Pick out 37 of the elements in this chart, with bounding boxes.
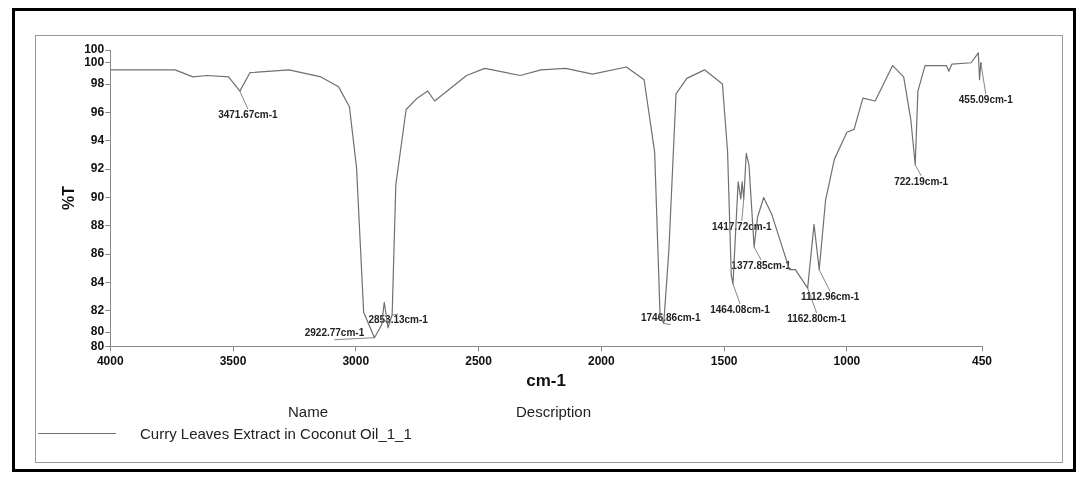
annotation: 2922.77cm-1: [304, 327, 365, 339]
y-tick-label: 92: [90, 161, 105, 176]
y-tick-label: 96: [90, 104, 105, 119]
annotation: 1377.85cm-1: [731, 259, 792, 271]
y-tick-label: 84: [90, 274, 105, 289]
x-tick-label: 1500: [710, 353, 738, 368]
x-axis-title: cm-1: [526, 371, 566, 391]
annotation: 1746.86cm-1: [640, 312, 701, 324]
y-tick-label: 86: [90, 246, 105, 261]
y-tick-label: 100: [84, 55, 105, 70]
y-tick-label: 90: [90, 189, 105, 204]
x-tick-label: 3000: [342, 353, 370, 368]
y-tick-label: 94: [90, 133, 105, 148]
text: Curry Leaves Extract in Coconut Oil_1_1: [140, 425, 412, 442]
y-tick-label: 80: [90, 338, 105, 353]
annotation: 1162.80cm-1: [787, 312, 847, 324]
x-tick-label: 4000: [96, 353, 124, 368]
annotation: 722.19cm-1: [894, 175, 949, 187]
x-tick-label: 450: [971, 353, 993, 368]
x-tick-label: 3500: [219, 353, 247, 368]
annotation: 2853.13cm-1: [368, 313, 429, 325]
x-tick-label: 2000: [588, 353, 616, 368]
text: Description: [516, 403, 592, 420]
x-tick-label: 2500: [465, 353, 493, 368]
annotation: 1112.96cm-1: [800, 291, 860, 303]
y-tick-label: 80: [90, 324, 105, 339]
annotation: 1464.08cm-1: [710, 303, 771, 315]
x-tick-label: 1000: [833, 353, 861, 368]
y-tick-label: 88: [90, 218, 105, 233]
y-tick-label: 98: [90, 76, 105, 91]
annotation: 3471.67cm-1: [218, 108, 279, 120]
annotation: 455.09cm-1: [958, 93, 1014, 105]
y-tick-label: 82: [90, 303, 105, 318]
text: Name: [288, 403, 329, 420]
y-axis-title: %T: [60, 185, 78, 211]
y-tick-label: 100: [84, 42, 105, 57]
annotation: 1417.72cm-1: [712, 220, 772, 232]
